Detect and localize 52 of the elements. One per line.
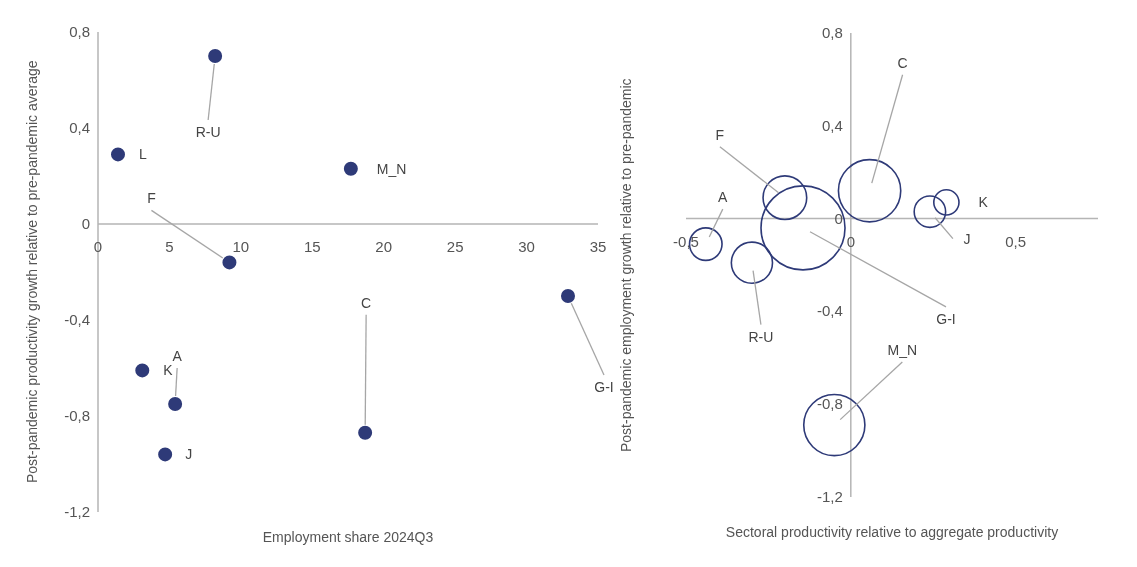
point (222, 255, 237, 270)
x-tick-label: 30 (518, 238, 535, 255)
annotation: K (978, 194, 989, 211)
annotation: J (185, 446, 193, 463)
annotation: J (963, 230, 971, 247)
annotation: G-I (594, 379, 614, 395)
x-tick-label: 10 (232, 238, 250, 255)
y-tick-label: 0 (81, 215, 90, 232)
x-tick-label: 0,5 (1005, 232, 1027, 250)
y-tick-label: -0,8 (816, 395, 843, 413)
x-tick-label: 35 (589, 238, 607, 255)
y-tick-label: -1,2 (64, 503, 90, 520)
annotation: F (147, 190, 156, 207)
annotation: M_N (376, 160, 407, 177)
annotation: C (897, 54, 908, 71)
annotation: A (172, 348, 183, 364)
y-tick-label: -1,2 (816, 488, 843, 505)
point (158, 447, 173, 462)
y-tick-label: 0 (834, 209, 843, 227)
y-tick-label: 0,8 (69, 23, 90, 40)
y-axis-title: Post-pandemic employment growth relative to pre-pandemic (618, 77, 635, 454)
annotation: F (715, 126, 725, 143)
x-axis-title: Employment share 2024Q3 (262, 529, 434, 545)
annotation: C (361, 294, 372, 311)
y-tick-label: -0,8 (64, 407, 90, 424)
annotation: R-U (195, 124, 221, 140)
annotation: R-U (748, 328, 774, 345)
annotation: K (163, 362, 174, 379)
annotation: L (139, 146, 147, 163)
y-tick-label: 0,4 (69, 119, 90, 136)
y-tick-label: 0,4 (821, 116, 843, 134)
x-tick-label: 25 (446, 238, 464, 255)
y-tick-label: 0,8 (821, 24, 843, 41)
point (208, 49, 223, 63)
annotation: A (718, 189, 729, 206)
point (343, 161, 358, 176)
x-tick-label: 15 (303, 238, 321, 255)
point (168, 397, 183, 411)
x-axis-title: Sectoral productivity relative to aggregate productivity (725, 524, 1059, 540)
x-tick-label: 0 (846, 232, 855, 250)
y-tick-label: -0,4 (64, 311, 90, 328)
y-axis-title: Post-pandemic productivity growth relative to pre-pandemic average (24, 59, 41, 486)
y-tick-label: -0,4 (816, 302, 843, 320)
point (358, 425, 373, 440)
annotation: M_N (887, 342, 918, 359)
point (135, 363, 150, 378)
x-tick-label: 0 (93, 238, 103, 255)
point (561, 289, 575, 303)
x-tick-label: 5 (165, 238, 174, 255)
x-tick-label: 20 (375, 238, 393, 255)
annotation: G-I (936, 310, 956, 327)
point (111, 147, 125, 162)
